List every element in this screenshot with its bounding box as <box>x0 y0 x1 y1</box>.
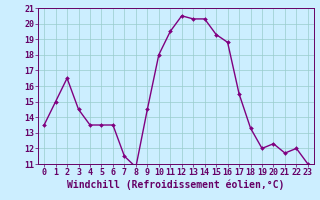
X-axis label: Windchill (Refroidissement éolien,°C): Windchill (Refroidissement éolien,°C) <box>67 180 285 190</box>
